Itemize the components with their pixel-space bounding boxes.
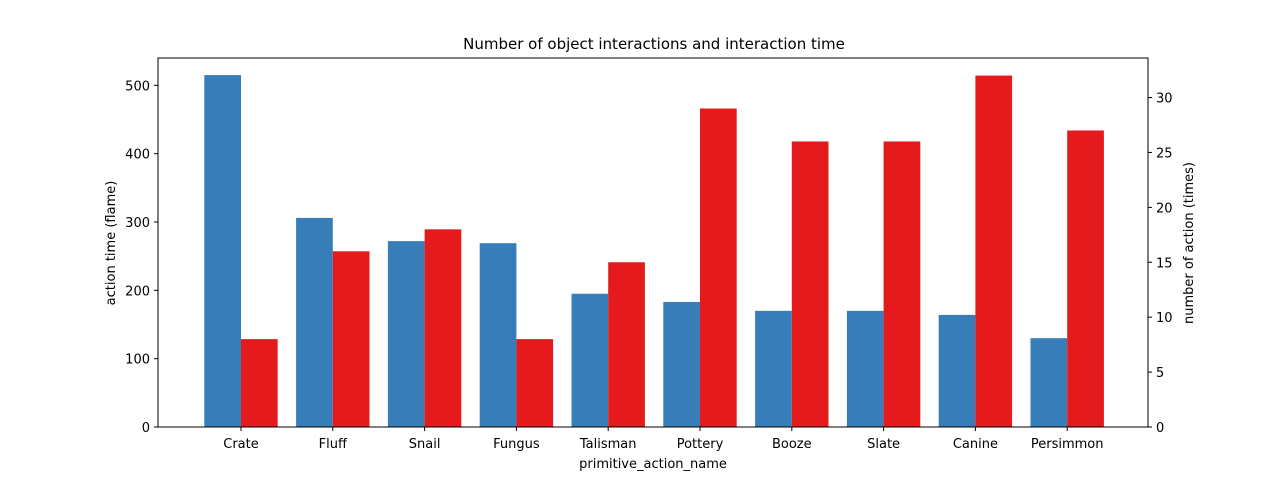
right-y-tick-label: 0	[1156, 421, 1164, 436]
bar-right-fluff	[332, 251, 370, 427]
right-y-tick-label: 30	[1156, 92, 1173, 107]
right-y-axis-label: number of action (times)	[1182, 162, 1197, 324]
bar-right-canine	[975, 75, 1013, 428]
left-y-axis-ticks: 0 100 200 300 400 500	[125, 79, 158, 436]
x-tick-label: Slate	[867, 437, 900, 452]
bar-right-talisman	[608, 262, 645, 427]
x-axis-label: primitive_action_name	[579, 457, 727, 472]
x-tick-label: Fungus	[493, 437, 540, 452]
left-y-tick-label: 400	[125, 148, 150, 163]
bar-left-crate	[204, 75, 241, 427]
bar-left-snail	[387, 241, 425, 427]
left-y-tick-label: 200	[125, 284, 150, 299]
left-y-tick-label: 0	[142, 421, 150, 436]
bar-left-persimmon	[1030, 338, 1068, 427]
bar-left-talisman	[571, 293, 609, 427]
left-y-tick-label: 300	[125, 216, 150, 231]
bar-left-pottery	[663, 301, 700, 427]
bar-right-crate	[241, 339, 278, 427]
bar-right-snail	[424, 229, 462, 427]
bar-left-fungus	[479, 243, 517, 427]
right-y-axis-ticks: 0 5 10 15 20 25 30	[1148, 92, 1173, 436]
right-y-tick-label: 5	[1156, 366, 1164, 381]
right-y-tick-label: 20	[1156, 201, 1173, 216]
x-tick-label: Crate	[223, 437, 258, 452]
plot-frame	[157, 57, 1149, 428]
bar-right-fungus	[516, 339, 554, 427]
bar-right-pottery	[700, 108, 737, 428]
right-y-tick-label: 10	[1156, 311, 1173, 326]
bar-right-booze	[791, 141, 829, 427]
left-y-axis-label: action time (flame)	[104, 181, 119, 306]
bar-left-booze	[755, 310, 792, 427]
left-y-tick-label: 100	[125, 353, 150, 368]
bar-right-persimmon	[1067, 130, 1104, 427]
x-tick-label: Pottery	[677, 437, 724, 452]
bar-right-slate	[883, 141, 921, 427]
right-axis-bars	[241, 75, 1104, 428]
x-tick-label: Talisman	[579, 437, 637, 452]
x-tick-label: Booze	[772, 437, 812, 452]
chart-title: Number of object interactions and intera…	[463, 35, 845, 53]
left-axis-bars	[204, 75, 1068, 427]
x-tick-label: Persimmon	[1031, 437, 1104, 452]
x-axis-ticks: Crate Fluff Snail Fungus Talisman Pottery Booz…	[223, 427, 1104, 452]
bar-left-canine	[938, 314, 976, 427]
x-tick-label: Snail	[409, 437, 441, 452]
x-tick-label: Fluff	[319, 437, 348, 452]
bar-left-slate	[846, 310, 884, 427]
left-y-tick-label: 500	[125, 79, 150, 94]
bar-left-fluff	[296, 217, 333, 427]
right-y-tick-label: 25	[1156, 146, 1173, 161]
right-y-tick-label: 15	[1156, 256, 1173, 271]
x-tick-label: Canine	[953, 437, 998, 452]
